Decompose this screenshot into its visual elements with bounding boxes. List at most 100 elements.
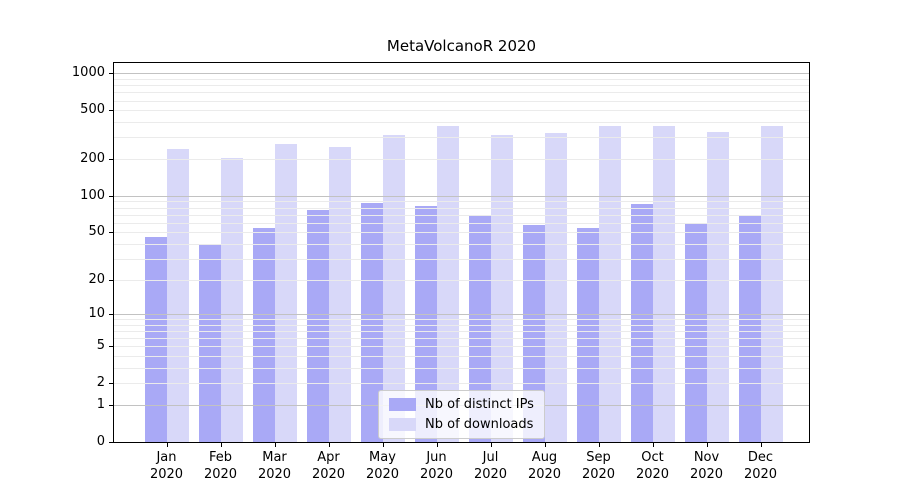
x-tick-month: Jan [156,450,177,465]
y-tick [109,346,113,348]
y-tick [109,232,113,234]
y-tick-label: 1000 [71,65,105,81]
x-tick [652,443,654,447]
gridline-minor [114,222,809,224]
x-tick-year: 2020 [203,467,238,482]
gridline-minor [114,331,809,332]
y-tick-label: 500 [80,102,105,118]
gridline-minor [114,346,809,348]
x-tick-label-may: May 2020 [351,449,415,483]
gridline-minor [114,319,809,321]
bar-downloads-jun [436,125,459,442]
x-tick [598,443,600,447]
bar-downloads-aug [544,132,567,442]
y-tick-label: 0 [96,434,105,449]
gridline-minor [114,137,809,139]
x-tick-year: 2020 [311,467,346,482]
gridline-minor [114,122,809,124]
gridline-major [114,314,809,315]
x-tick [382,443,384,447]
x-tick-month: Oct [641,450,664,465]
gridline-minor [114,243,809,245]
x-tick-month: May [369,450,396,465]
bar-ips-aug [522,225,545,442]
legend-swatch-downloads [389,418,416,431]
legend-label: Nb of downloads [425,417,534,432]
x-tick-month: Aug [531,450,558,465]
bar-downloads-oct [652,125,675,442]
x-tick-year: 2020 [581,467,616,482]
gridline-minor [114,368,809,369]
x-tick-label-dec: Dec 2020 [729,449,793,483]
bar-downloads-feb [220,158,243,442]
x-tick-month: Sep [586,450,611,465]
bar-downloads-sep [598,126,621,442]
x-tick [274,443,276,447]
gridline-minor [114,338,809,340]
x-tick [220,443,222,447]
legend-label: Nb of distinct IPs [425,397,534,412]
x-tick-year: 2020 [419,467,454,482]
gridline-minor [114,207,809,209]
x-tick-label-jul: Jul 2020 [459,449,523,483]
y-tick [109,73,113,75]
gridline-minor [114,279,809,281]
plot-area: Nb of distinct IPs Nb of downloads [113,62,810,443]
legend-entry: Nb of distinct IPs [389,396,534,413]
bar-ips-nov [684,223,707,442]
legend-swatch-ips [389,398,416,411]
gridline-minor [114,214,809,216]
x-tick-month: Dec [747,450,774,465]
y-tick [109,383,113,385]
y-tick-label: 5 [96,338,105,354]
x-tick [490,443,492,447]
gridline-minor [114,383,809,385]
x-tick-month: Mar [262,450,287,465]
gridline-minor [114,356,809,358]
x-tick-label-mar: Mar 2020 [243,449,307,483]
x-tick-year: 2020 [365,467,400,482]
gridline-major [114,195,809,197]
y-tick [109,405,113,406]
bar-ips-dec [738,215,761,442]
bar-ips-sep [576,228,599,442]
gridline-minor [114,201,809,203]
x-tick-year: 2020 [527,467,562,482]
y-tick-label: 50 [88,224,105,240]
gridline-minor [114,92,809,94]
legend-entry: Nb of downloads [389,416,534,433]
x-tick [436,443,438,447]
x-tick-year: 2020 [257,467,292,482]
grid-layer [114,63,809,442]
y-tick-label: 2 [96,375,105,391]
x-tick-year: 2020 [473,467,508,482]
y-tick-label: 200 [80,151,105,166]
y-tick [109,314,113,315]
x-tick-month: Nov [693,450,720,465]
x-tick [328,443,330,447]
bar-downloads-nov [706,132,729,442]
gridline-minor [114,85,809,87]
y-tick [109,442,113,443]
x-tick-year: 2020 [689,467,724,482]
x-tick-year: 2020 [635,467,670,482]
bar-ips-oct [630,204,653,442]
gridline-minor [114,110,809,112]
x-tick-label-oct: Oct 2020 [621,449,685,483]
x-tick-label-sep: Sep 2020 [567,449,631,483]
x-tick-label-jun: Jun 2020 [405,449,469,483]
gridline-minor [114,258,809,260]
x-tick-label-nov: Nov 2020 [675,449,739,483]
gridline-major [114,73,809,75]
bar-ips-jan [144,236,167,442]
y-tick-label: 1 [96,397,105,412]
x-tick [166,443,168,447]
x-tick-month: Jul [482,450,499,465]
chart-title: MetaVolcanoR 2020 [386,37,537,55]
bar-downloads-jul [490,134,513,442]
bar-downloads-dec [760,126,783,442]
bar-ips-jul [468,216,491,442]
x-tick [544,443,546,447]
bar-ips-may [360,203,383,442]
